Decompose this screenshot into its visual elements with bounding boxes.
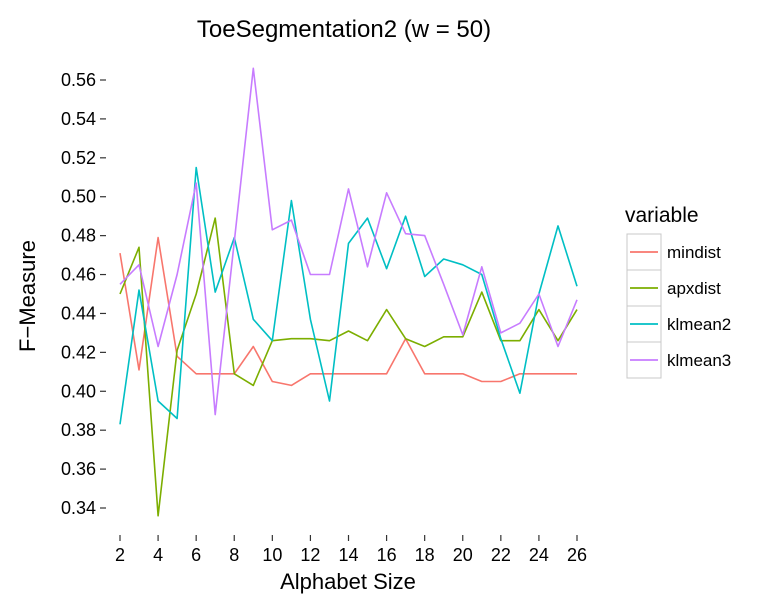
y-axis-title: F−Measure xyxy=(15,240,40,352)
y-tick-label: 0.44 xyxy=(61,303,96,323)
chart-title: ToeSegmentation2 (w = 50) xyxy=(197,16,491,43)
x-tick-label: 6 xyxy=(191,545,201,565)
x-tick-label: 4 xyxy=(153,545,163,565)
x-tick-label: 26 xyxy=(567,545,587,565)
x-tick-label: 20 xyxy=(453,545,473,565)
x-tick-label: 8 xyxy=(229,545,239,565)
x-axis: 2 4 6 8 10 12 14 16 18 20 22 24 26 xyxy=(115,535,587,565)
y-tick-label: 0.46 xyxy=(61,265,96,285)
y-tick-label: 0.52 xyxy=(61,148,96,168)
x-tick-label: 16 xyxy=(377,545,397,565)
series-line-mindist xyxy=(119,236,577,387)
legend-label-klmean3: klmean3 xyxy=(667,351,731,370)
x-tick-label: 18 xyxy=(415,545,435,565)
legend-label-klmean2: klmean2 xyxy=(667,315,731,334)
legend-label-mindist: mindist xyxy=(667,243,721,262)
legend: variable mindist apxdist klmean2 klmean3 xyxy=(625,204,731,379)
y-tick-label: 0.40 xyxy=(61,381,96,401)
x-tick-label: 24 xyxy=(529,545,549,565)
y-tick-label: 0.34 xyxy=(61,498,96,518)
y-tick-label: 0.54 xyxy=(61,109,96,129)
y-tick-label: 0.36 xyxy=(61,459,96,479)
x-tick-label: 22 xyxy=(491,545,511,565)
x-tick-label: 12 xyxy=(300,545,320,565)
series-line-klmean3 xyxy=(119,67,578,416)
legend-title: variable xyxy=(625,204,699,227)
x-tick-label: 14 xyxy=(338,545,358,565)
y-tick-label: 0.42 xyxy=(61,342,96,362)
x-tick-label: 2 xyxy=(115,545,125,565)
series-line-klmean2 xyxy=(119,166,578,425)
y-tick-label: 0.56 xyxy=(61,70,96,90)
y-tick-label: 0.50 xyxy=(61,187,96,207)
y-tick-label: 0.38 xyxy=(61,420,96,440)
x-axis-title: Alphabet Size xyxy=(280,569,416,594)
y-axis: 0.34 0.36 0.38 0.40 0.42 0.44 0.46 0.48 0.50 0.52… xyxy=(61,70,106,518)
legend-label-apxdist: apxdist xyxy=(667,279,721,298)
y-tick-label: 0.48 xyxy=(61,226,96,246)
plot-area xyxy=(119,67,578,517)
x-tick-label: 10 xyxy=(262,545,282,565)
